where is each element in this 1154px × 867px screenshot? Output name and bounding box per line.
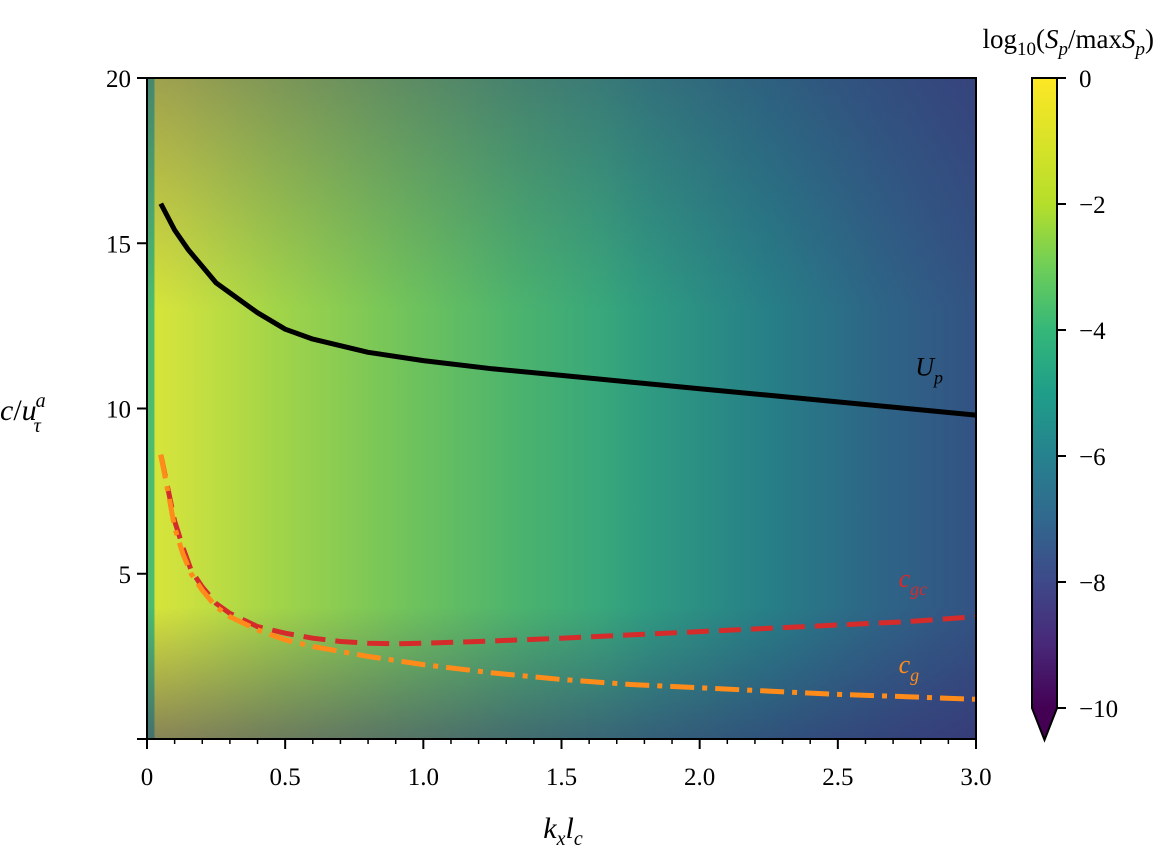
colorbar-tick-label: 0 [1079, 66, 1092, 93]
x-axis-label: kxlc [543, 812, 583, 850]
colorbar-tick-label: −4 [1079, 318, 1106, 345]
y-tick-label: 10 [106, 397, 131, 424]
colorbar-gradient [1032, 78, 1057, 708]
curve-label-c-g: cg [899, 650, 920, 685]
y-tick-label: 5 [119, 562, 132, 589]
x-tick-label: 0 [141, 764, 154, 791]
colorbar-tick-label: −8 [1079, 570, 1106, 597]
curve-label-c-gc: cgc [899, 564, 928, 599]
curve-label-u-p: Up [915, 352, 943, 387]
series-line-c-g [158, 454, 976, 702]
y-axis-ticks: 5 10 15 20 [106, 66, 147, 740]
y-axis-label: c/ua τ [0, 390, 46, 437]
series-layer [158, 202, 976, 702]
x-tick-label: 1.0 [408, 764, 439, 791]
colorbar-tick-label: −6 [1079, 444, 1106, 471]
x-tick-label: 2.5 [822, 764, 853, 791]
y-tick-label: 20 [106, 66, 131, 93]
curve-labels: Up cgc cg [899, 352, 943, 684]
colorbar: 0 −2 −4 −6 −8 −10 log10(Sp/maxSp) [982, 24, 1154, 743]
colorbar-tick-label: −10 [1079, 696, 1118, 723]
colorbar-ticks: 0 −2 −4 −6 −8 −10 [1057, 66, 1118, 723]
colorbar-tick-label: −2 [1079, 192, 1106, 219]
colorbar-extend-min [1032, 708, 1057, 740]
series-line-u-p [158, 202, 976, 418]
x-tick-label: 0.5 [270, 764, 301, 791]
colorbar-frame [1031, 77, 1058, 743]
x-tick-label: 1.5 [546, 764, 577, 791]
x-tick-label: 2.0 [684, 764, 715, 791]
y-tick-label: 15 [106, 231, 131, 258]
heatmap-shade-right [147, 78, 976, 739]
colorbar-label: log10(Sp/maxSp) [982, 24, 1154, 60]
plot-area [146, 77, 977, 740]
x-tick-label: 3.0 [960, 764, 991, 791]
x-axis-ticks: 0 0.5 1.0 1.5 2.0 2.5 3.0 [141, 739, 992, 791]
